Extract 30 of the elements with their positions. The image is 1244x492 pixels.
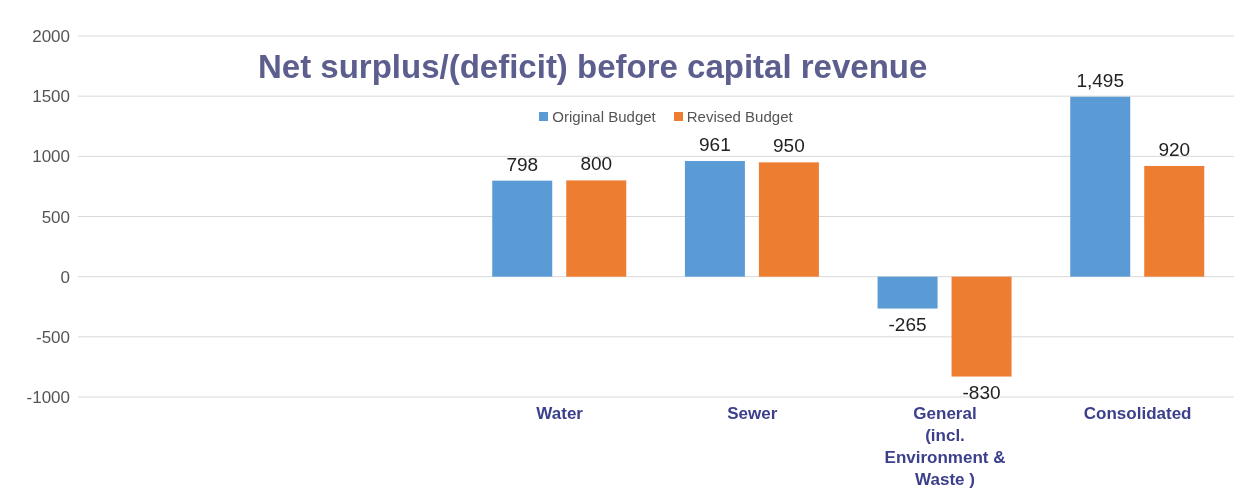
bar — [877, 276, 938, 309]
data-label: 800 — [580, 153, 613, 175]
y-tick-label: 500 — [41, 207, 70, 227]
y-tick-label: 0 — [60, 267, 70, 287]
data-label: 798 — [506, 153, 539, 175]
x-tick-label: General (incl. Environment & Waste ) — [884, 404, 1006, 489]
x-tick-label: Sewer — [727, 404, 778, 423]
data-label: 961 — [699, 134, 731, 156]
legend-label: Original Budget — [551, 108, 656, 125]
y-tick-label: 1000 — [32, 147, 70, 167]
data-label: -265 — [888, 313, 927, 335]
x-tick-label: Water — [536, 404, 584, 423]
chart-title: Net surplus/(deficit) before capital revenue — [258, 48, 928, 86]
bar — [492, 180, 553, 277]
y-tick-label: 1500 — [32, 87, 70, 107]
data-label: 1,495 — [1076, 69, 1125, 91]
bar — [758, 162, 819, 277]
bar — [684, 161, 745, 277]
legend-label: Revised Budget — [685, 108, 793, 125]
bar — [566, 180, 627, 277]
data-label: 920 — [1158, 138, 1191, 160]
y-tick-label: 2000 — [32, 27, 70, 47]
bar — [1144, 165, 1205, 277]
x-tick-label: Consolidated — [1083, 404, 1192, 423]
data-label: -830 — [962, 381, 1001, 403]
data-label: 950 — [773, 135, 805, 157]
y-tick-label: -500 — [35, 327, 70, 347]
y-tick-label: -1000 — [26, 388, 70, 408]
bar — [951, 276, 1012, 377]
bar — [1070, 96, 1131, 277]
